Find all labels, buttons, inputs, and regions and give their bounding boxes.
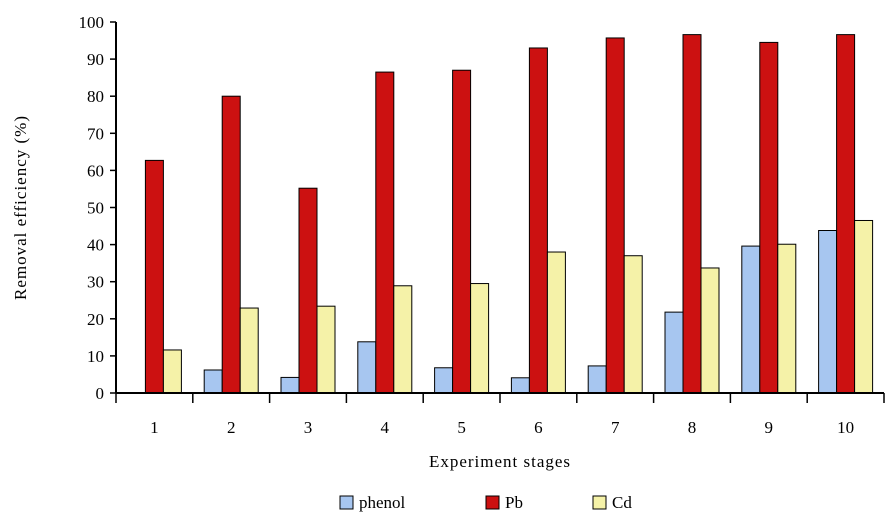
bar-phenol-9 bbox=[741, 245, 761, 394]
bar-cd-1 bbox=[162, 349, 182, 394]
x-tick-label: 4 bbox=[381, 418, 390, 437]
bar-phenol-2 bbox=[203, 369, 223, 394]
bar-cd-4 bbox=[393, 285, 413, 394]
bar-phenol-10 bbox=[818, 230, 838, 394]
bar-pb-4 bbox=[375, 71, 395, 394]
bar-pb-3 bbox=[298, 187, 318, 394]
bar-phenol-8 bbox=[664, 311, 684, 394]
x-tick-label: 6 bbox=[534, 418, 543, 437]
y-tick-label: 40 bbox=[87, 236, 104, 255]
y-tick-label: 60 bbox=[87, 161, 104, 180]
y-axis-title: Removal efficiency (%) bbox=[11, 115, 30, 300]
x-tick-label: 7 bbox=[611, 418, 620, 437]
bar-phenol-5 bbox=[434, 367, 454, 394]
bar-pb-1 bbox=[144, 159, 164, 394]
y-axis-ticks: 0 10 20 30 40 50 60 70 80 90 100 bbox=[79, 13, 116, 403]
bar-phenol-3 bbox=[280, 376, 300, 394]
y-tick-label: 20 bbox=[87, 310, 104, 329]
bar-pb-8 bbox=[682, 34, 702, 394]
bar-cd-7 bbox=[623, 255, 643, 394]
x-tick-label: 8 bbox=[688, 418, 697, 437]
y-tick-label: 100 bbox=[79, 13, 105, 32]
x-tick-label: 2 bbox=[227, 418, 236, 437]
bar-cd-2 bbox=[239, 307, 259, 394]
bar-phenol-6 bbox=[510, 377, 530, 394]
bar-pb-7 bbox=[605, 37, 625, 394]
bar-pb-10 bbox=[836, 34, 856, 394]
x-axis-title: Experiment stages bbox=[429, 452, 571, 471]
x-tick-label: 3 bbox=[304, 418, 313, 437]
legend-swatch-cd bbox=[592, 495, 607, 510]
y-tick-label: 70 bbox=[87, 124, 104, 143]
legend-label-phenol: phenol bbox=[359, 493, 406, 512]
y-tick-label: 50 bbox=[87, 199, 104, 218]
x-tick-label: 1 bbox=[150, 418, 159, 437]
legend-swatch-phenol bbox=[339, 495, 354, 510]
y-tick-label: 0 bbox=[96, 384, 105, 403]
bar-pb-9 bbox=[759, 41, 779, 394]
legend-label-pb: Pb bbox=[505, 493, 523, 512]
x-tick-label: 10 bbox=[837, 418, 854, 437]
legend-swatch-pb bbox=[485, 495, 500, 510]
x-axis-ticks: 1 2 3 4 5 6 7 8 9 10 bbox=[115, 393, 885, 437]
y-tick-label: 30 bbox=[87, 273, 104, 292]
bar-cd-8 bbox=[700, 267, 720, 394]
x-tick-label: 5 bbox=[457, 418, 466, 437]
bars bbox=[144, 34, 874, 394]
bar-phenol-4 bbox=[357, 341, 377, 394]
bar-cd-10 bbox=[854, 219, 874, 394]
bar-cd-6 bbox=[546, 251, 566, 394]
y-tick-label: 90 bbox=[87, 50, 104, 69]
x-tick-label: 9 bbox=[765, 418, 774, 437]
bar-cd-9 bbox=[777, 243, 797, 394]
bar-pb-5 bbox=[452, 69, 472, 394]
legend: phenol Pb Cd bbox=[339, 493, 632, 512]
y-tick-label: 80 bbox=[87, 87, 104, 106]
bar-phenol-7 bbox=[587, 365, 607, 394]
bar-cd-3 bbox=[316, 305, 336, 394]
legend-label-cd: Cd bbox=[612, 493, 632, 512]
bar-pb-6 bbox=[528, 47, 548, 394]
bar-cd-5 bbox=[470, 283, 490, 394]
bar-pb-2 bbox=[221, 95, 241, 394]
y-tick-label: 10 bbox=[87, 347, 104, 366]
